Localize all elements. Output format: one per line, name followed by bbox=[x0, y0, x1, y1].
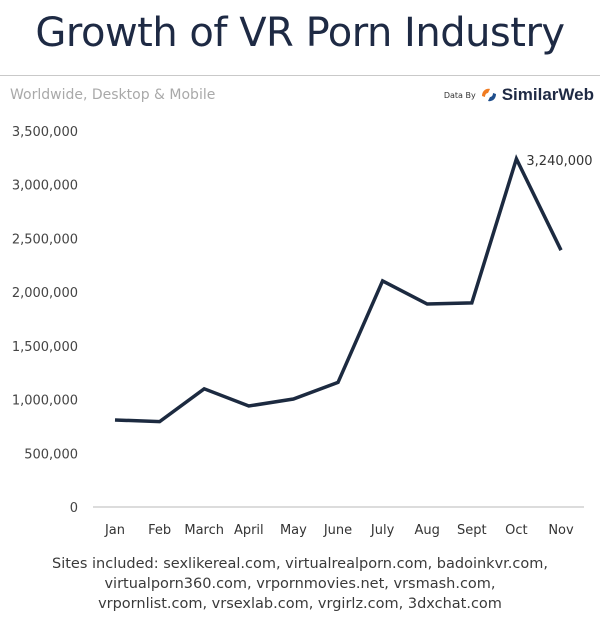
x-tick-label: Jan bbox=[104, 523, 125, 538]
x-tick-label: June bbox=[323, 523, 352, 538]
footnote-line: vrpornlist.com, vrsexlab.com, vrgirlz.co… bbox=[98, 596, 502, 612]
chart-subtitle: Worldwide, Desktop & Mobile bbox=[10, 87, 216, 103]
y-tick-label: 0 bbox=[70, 501, 78, 516]
annotations: 3,240,000 bbox=[526, 154, 592, 169]
x-tick-label: May bbox=[280, 523, 307, 538]
credit-prefix: Data By bbox=[443, 90, 476, 100]
header-divider bbox=[0, 75, 600, 76]
x-tick-label: Feb bbox=[148, 523, 171, 538]
x-tick-label: April bbox=[234, 523, 264, 538]
footnote-line: Sites included: sexlikereal.com, virtual… bbox=[52, 556, 548, 572]
y-axis: 0 500,000 1,000,000 1,500,000 2,000,000 2,500… bbox=[12, 125, 78, 516]
x-tick-label: Aug bbox=[415, 523, 440, 538]
x-tick-label: Oct bbox=[505, 523, 527, 538]
y-tick-label: 2,500,000 bbox=[12, 232, 78, 247]
footnote-line: virtualporn360.com, vrpornmovies.net, vr… bbox=[104, 576, 496, 592]
data-credit: Data By SimilarWeb bbox=[444, 85, 594, 105]
x-axis: Jan Feb March April May June July Aug Sept Oct Nov bbox=[104, 523, 574, 538]
data-label: 3,240,000 bbox=[526, 154, 592, 169]
y-tick-label: 3,000,000 bbox=[12, 179, 78, 194]
x-tick-label: July bbox=[370, 523, 395, 538]
y-tick-label: 2,000,000 bbox=[12, 286, 78, 301]
chart-title: Growth of VR Porn Industry bbox=[35, 10, 565, 56]
y-tick-label: 3,500,000 bbox=[12, 125, 78, 140]
x-tick-label: March bbox=[184, 523, 224, 538]
y-tick-label: 500,000 bbox=[24, 447, 78, 462]
similarweb-logo-icon bbox=[481, 88, 496, 102]
data-line bbox=[114, 154, 563, 424]
y-tick-label: 1,500,000 bbox=[12, 340, 78, 355]
sites-footnote: Sites included: sexlikereal.com, virtual… bbox=[0, 554, 600, 614]
x-tick-label: Nov bbox=[548, 523, 574, 538]
line-chart: 0 500,000 1,000,000 1,500,000 2,000,000 2,500… bbox=[12, 125, 593, 538]
credit-brand: SimilarWeb bbox=[501, 85, 594, 104]
y-tick-label: 1,000,000 bbox=[12, 394, 78, 409]
x-tick-label: Sept bbox=[457, 523, 487, 538]
